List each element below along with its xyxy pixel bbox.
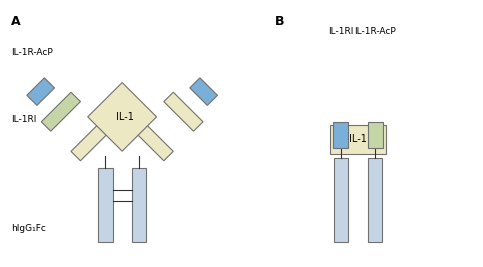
Text: IL-1R-AcP: IL-1R-AcP <box>355 26 396 36</box>
Polygon shape <box>27 78 55 105</box>
Text: IL-1: IL-1 <box>349 135 367 144</box>
Text: IL-1R-AcP: IL-1R-AcP <box>12 48 53 57</box>
Bar <box>330 125 386 154</box>
Polygon shape <box>190 78 217 105</box>
Text: A: A <box>12 15 21 28</box>
Polygon shape <box>88 83 156 151</box>
Text: IL-1: IL-1 <box>115 112 133 122</box>
Polygon shape <box>41 92 81 131</box>
Polygon shape <box>134 122 173 161</box>
Bar <box>98 168 113 242</box>
Bar <box>334 158 348 242</box>
Text: IL-1RI: IL-1RI <box>12 115 37 124</box>
Bar <box>333 122 348 148</box>
Text: IL-1RI: IL-1RI <box>328 26 354 36</box>
Polygon shape <box>71 122 110 161</box>
Bar <box>368 158 383 242</box>
Text: B: B <box>275 15 284 28</box>
Text: hIgG₁Fc: hIgG₁Fc <box>12 224 46 233</box>
Polygon shape <box>164 92 203 131</box>
Bar <box>132 168 146 242</box>
Bar <box>368 122 383 148</box>
